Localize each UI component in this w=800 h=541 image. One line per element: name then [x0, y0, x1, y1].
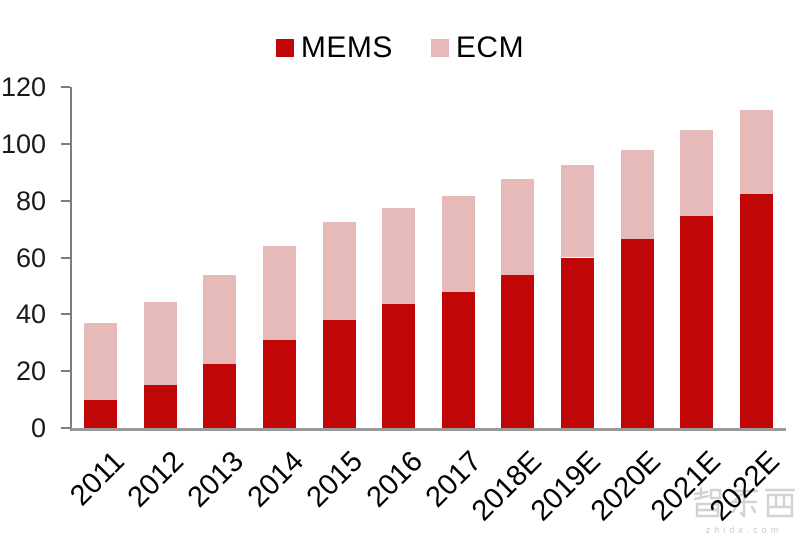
- legend-label-mems: MEMS: [300, 31, 393, 64]
- bar-segment-ecm-2018E: [501, 179, 535, 275]
- bar-segment-mems-2019E: [560, 257, 594, 428]
- y-tick-label: 80: [15, 185, 46, 216]
- bar-segment-ecm-2016: [382, 207, 416, 305]
- bar-segment-mems-2014: [263, 339, 297, 428]
- y-tick: [61, 199, 70, 202]
- bar-segment-mems-2018E: [501, 274, 535, 428]
- y-tick: [61, 427, 70, 429]
- y-tick: [61, 256, 70, 259]
- bar-segment-mems-2016: [382, 304, 416, 428]
- bar-segment-ecm-2013: [203, 274, 237, 365]
- y-tick-label: 0: [30, 413, 46, 443]
- y-tick: [61, 313, 70, 316]
- y-tick: [61, 370, 70, 373]
- bar-segment-ecm-2019E: [560, 165, 594, 258]
- y-tick-label: 40: [15, 299, 46, 330]
- bar-segment-ecm-2015: [322, 221, 356, 320]
- watermark-brand-logo-icon: [693, 487, 796, 518]
- bar-segment-mems-2020E: [620, 239, 654, 428]
- bar-segment-ecm-2012: [143, 301, 177, 386]
- watermark-site-url: zhidx.com: [705, 525, 783, 535]
- bar-segment-mems-2011: [84, 399, 118, 428]
- bar-segment-ecm-2022E: [739, 109, 773, 194]
- x-axis-line: [71, 428, 786, 431]
- bar-segment-mems-2012: [143, 385, 177, 428]
- y-axis-line: [70, 87, 72, 431]
- y-tick-label: 60: [15, 242, 46, 273]
- bar-segment-ecm-2011: [84, 322, 118, 400]
- legend-swatch-ecm: [430, 39, 449, 57]
- legend-item-mems: MEMS: [275, 31, 393, 65]
- watermark: zhidx.com: [692, 487, 796, 535]
- bar-segment-ecm-2021E: [680, 129, 714, 217]
- y-tick-label: 120: [0, 72, 46, 102]
- bar-segment-mems-2021E: [680, 216, 714, 428]
- bar-segment-ecm-2017: [441, 196, 475, 292]
- y-tick: [61, 86, 70, 88]
- bar-segment-mems-2017: [441, 291, 475, 428]
- y-tick: [61, 142, 70, 145]
- bar-segment-mems-2022E: [739, 193, 773, 428]
- y-tick-label: 100: [0, 128, 46, 159]
- bar-segment-ecm-2020E: [620, 149, 654, 240]
- y-tick-label: 20: [15, 356, 46, 387]
- legend-item-ecm: ECM: [430, 31, 525, 65]
- bar-segment-mems-2013: [203, 364, 237, 428]
- bar-segment-mems-2015: [322, 320, 356, 428]
- legend-swatch-mems: [275, 39, 294, 57]
- legend: MEMS ECM: [0, 30, 800, 66]
- bar-segment-ecm-2014: [263, 246, 297, 340]
- legend-label-ecm: ECM: [455, 31, 525, 64]
